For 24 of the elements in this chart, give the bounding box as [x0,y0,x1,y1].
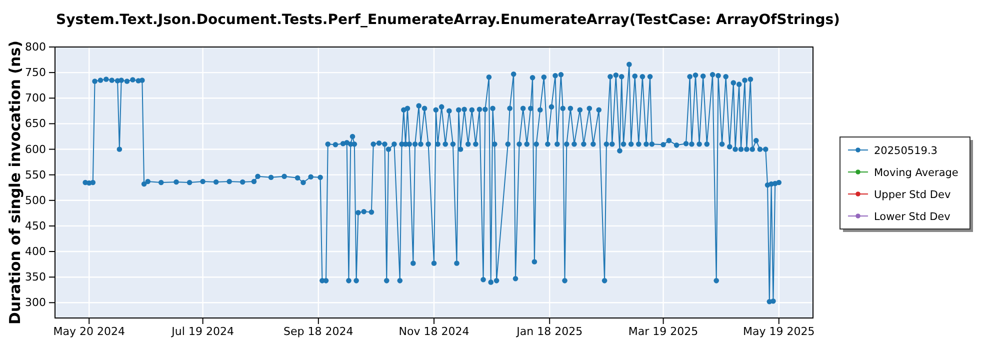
legend-label: Upper Std Dev [874,189,951,201]
chart-title: System.Text.Json.Document.Tests.Perf_EnumerateArray.EnumerateArray(TestCase: ArrayOfStrings) [56,12,840,28]
x-tick-label: Mar 19 2025 [628,324,698,338]
y-tick-label: 600 [25,142,46,156]
y-tick-label: 350 [25,270,46,284]
x-tick-label: Jul 19 2024 [170,324,234,338]
y-tick-label: 700 [25,92,46,105]
y-axis-title: Duration of single invocation (ns) [6,40,24,324]
legend-label: Moving Average [874,167,958,179]
y-tick-label: 400 [25,245,46,258]
x-tick-label: Nov 18 2024 [398,324,470,338]
y-tick-label: 550 [25,168,46,182]
legend-label: 20250519.3 [874,145,938,157]
x-tick-label: May 19 2025 [743,324,815,338]
x-tick-label: Jan 18 2025 [516,324,583,338]
x-tick-label: May 20 2024 [53,324,125,338]
y-tick-label: 300 [25,296,46,310]
x-tick-label: Sep 18 2024 [284,324,354,338]
y-tick-label: 650 [25,117,46,130]
y-tick-label: 500 [25,194,46,207]
y-tick-label: 800 [25,40,46,54]
legend-label: Lower Std Dev [874,211,950,223]
y-tick-label: 750 [25,66,46,80]
y-tick-label: 450 [25,219,46,232]
